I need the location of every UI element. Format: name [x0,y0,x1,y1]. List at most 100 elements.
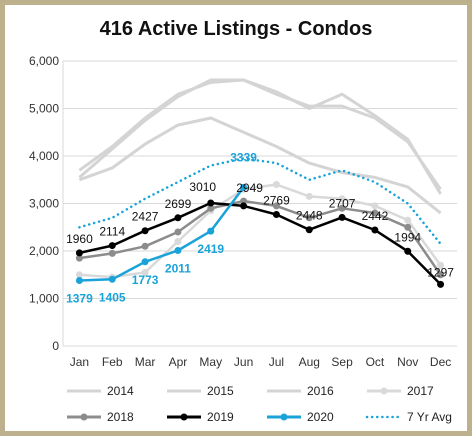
x-tick-label: Apr [169,355,188,369]
data-point [108,249,116,257]
legend-label: 2016 [307,384,334,398]
data-point [75,276,83,284]
data-point [240,197,248,205]
x-tick-label: Sep [331,355,353,369]
data-point [437,261,445,269]
data-point [371,209,379,217]
y-tick-label: 5,000 [29,102,59,116]
chart-title: 416 Active Listings - Condos [100,18,373,40]
x-tick-label: May [199,355,222,369]
x-tick-label: Oct [366,355,385,369]
x-axis-ticks: Jan Feb Mar Apr May Jun Jul Aug Sep Oct Nov Dec [70,355,452,369]
data-label-2020: 1379 [66,291,93,305]
legend-label: 2014 [107,384,134,398]
data-label-2019: 2949 [236,181,263,195]
data-point [141,227,149,235]
legend-marker [280,413,288,421]
data-point [108,242,116,250]
legend-marker [180,413,188,421]
data-point [338,195,346,203]
y-tick-label: 0 [52,339,59,353]
data-point [305,214,313,222]
data-point [338,213,346,221]
legend-item-2015: 2015 [167,384,234,398]
data-point [75,254,83,262]
series-2018 [75,197,445,279]
series-line [79,186,245,282]
data-point [404,247,412,255]
y-tick-label: 4,000 [29,149,59,163]
legend-item-2018: 2018 [67,410,134,424]
legend-label: 2019 [207,410,234,424]
data-label-2020: 3339 [230,150,257,164]
data-label-2019: 2427 [132,210,159,224]
series-line [79,183,442,279]
data-point [174,228,182,236]
series-2019 [75,199,445,288]
data-point [272,202,280,210]
data-label-2020: 2419 [197,242,224,256]
legend-label: 7 Yr Avg [407,410,452,424]
data-point [174,238,182,245]
data-label-2019: 1994 [394,230,421,244]
y-tick-label: 3,000 [29,197,59,211]
data-point [437,271,445,279]
legend-label: 2017 [407,384,434,398]
data-point [75,271,83,279]
data-label-2019: 2442 [362,209,389,223]
data-point [305,192,313,200]
data-point [174,246,182,254]
y-tick-label: 2,000 [29,244,59,258]
data-point [404,216,412,224]
data-point [207,199,215,207]
legend-item-2020: 2020 [267,410,334,424]
legend-item-2014: 2014 [67,384,134,398]
x-tick-label: Nov [397,355,418,369]
data-point [272,210,280,218]
y-tick-label: 6,000 [29,54,59,68]
legend-item-2016: 2016 [267,384,334,398]
legend: 2014 2015 2016 2017 2018 2019 2020 7 Yr Avg [67,384,452,424]
data-point [240,202,248,210]
data-point [338,204,346,212]
data-point [371,226,379,234]
series-line [79,201,442,286]
data-point [108,275,116,283]
x-tick-label: Dec [430,355,451,369]
data-label-2020: 2011 [165,261,191,275]
data-label-2020: 1405 [99,290,126,304]
legend-marker [80,413,88,421]
data-point [305,226,313,234]
legend-marker [380,387,388,395]
x-tick-label: Jul [269,355,284,369]
data-point [207,227,215,235]
series-2014 [78,116,442,215]
data-label-2019: 2707 [329,196,356,210]
legend-item-2017: 2017 [367,384,434,398]
y-axis-ticks: 0 1,000 2,000 3,000 4,000 5,000 6,000 [29,54,59,353]
data-point [75,249,83,257]
data-label-2020: 1773 [132,273,159,287]
line-chart: 416 Active Listings - Condos 0 1,000 2,000… [29,18,457,424]
data-label-2019: 2699 [165,197,192,211]
data-point [240,183,248,191]
x-tick-label: Jan [70,355,89,369]
data-point [141,242,149,250]
series-2016 [78,78,442,195]
data-point [174,214,182,222]
series-line [78,116,442,215]
series-7-yr-avg [78,157,442,246]
legend-item-7-yr-avg: 7 Yr Avg [365,410,452,424]
series-lines [75,78,445,288]
data-point [371,202,379,210]
x-tick-label: Aug [299,355,320,369]
data-label-2019: 1960 [66,232,93,246]
data-point [272,181,280,188]
series-line [79,199,442,276]
data-point [141,258,149,266]
series-line [78,78,442,195]
y-tick-label: 1,000 [29,292,59,306]
data-point [404,223,412,231]
chart-frame: 416 Active Listings - Condos 0 1,000 2,000… [5,5,467,431]
